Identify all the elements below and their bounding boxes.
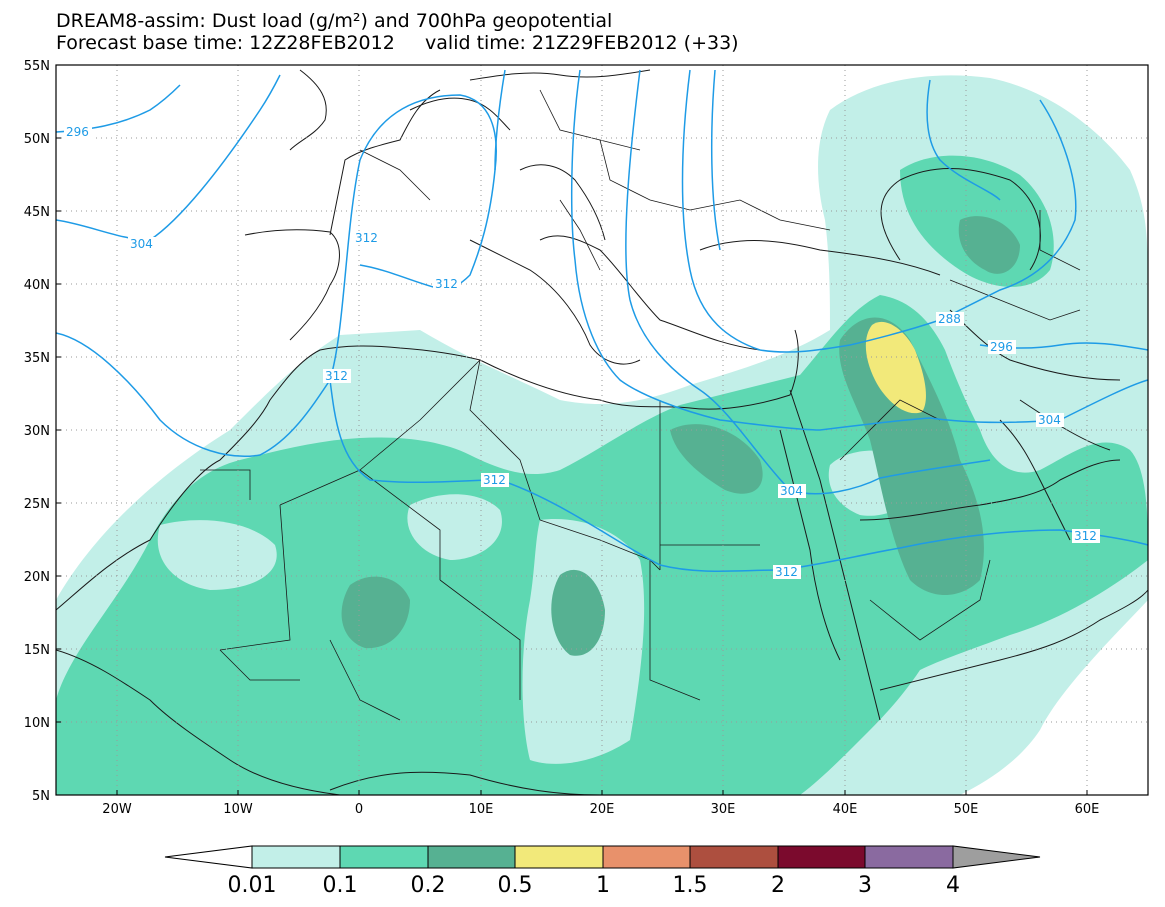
lon-label: 10E	[469, 802, 494, 817]
lat-label: 50N	[24, 132, 50, 147]
dust-field-dense	[341, 216, 1020, 656]
colorbar-tick-label: 0.01	[228, 873, 277, 898]
contour-labels: 296 304 312 312 312 312 288 296 304 304 …	[64, 125, 1100, 579]
colorbar-under-arrow	[164, 845, 253, 869]
coastlines	[56, 69, 1148, 795]
contour-label: 304	[130, 237, 153, 251]
contour-label: 312	[355, 231, 378, 245]
colorbar-tick-label: 4	[946, 873, 960, 898]
contour-label: 312	[325, 369, 348, 383]
colorbar-tick-label: 2	[771, 873, 785, 898]
lat-label: 20N	[24, 570, 50, 585]
contour-label: 304	[780, 484, 803, 498]
colorbar-tick-label: 1	[596, 873, 610, 898]
lat-label: 55N	[24, 59, 50, 74]
colorbar-segment	[514, 845, 604, 869]
lon-label: 30E	[711, 802, 736, 817]
map-title: DREAM8-assim: Dust load (g/m²) and 700hP…	[56, 10, 613, 32]
colorbar-segment	[602, 845, 691, 869]
map-subtitle: Forecast base time: 12Z28FEB2012 valid t…	[56, 32, 739, 54]
contour-label: 304	[1038, 413, 1061, 427]
colorbar-tick-labels: 0.01 0.1 0.2 0.5 1 1.5 2 3 4	[228, 873, 960, 898]
colorbar-segment	[339, 845, 429, 869]
colorbar-tick-label: 0.5	[498, 873, 533, 898]
lat-label: 25N	[24, 497, 50, 512]
colorbar	[164, 845, 1041, 869]
political-borders	[200, 89, 1081, 721]
lat-label: 45N	[24, 205, 50, 220]
colorbar-segment	[864, 845, 954, 869]
geopotential-contours	[56, 69, 1148, 572]
map-area: 296 304 312 312 312 312 288 296 304 304 …	[56, 65, 1148, 795]
lon-label: 10W	[223, 802, 253, 817]
lon-label: 20W	[102, 802, 132, 817]
colorbar-segment	[777, 845, 866, 869]
colorbar-tick-label: 1.5	[673, 873, 708, 898]
lat-label: 15N	[24, 643, 50, 658]
lat-label: 30N	[24, 424, 50, 439]
colorbar-tick-label: 0.1	[323, 873, 358, 898]
colorbar-over-arrow	[952, 845, 1041, 869]
lon-label: 50E	[954, 802, 979, 817]
colorbar-segment	[251, 845, 341, 869]
contour-label: 312	[775, 565, 798, 579]
lon-label: 60E	[1075, 802, 1100, 817]
lon-label: 0	[355, 802, 363, 817]
contour-label: 312	[435, 277, 458, 291]
longitude-labels: 20W 10W 0 10E 20E 30E 40E 50E 60E	[102, 802, 1099, 817]
colorbar-tick-label: 3	[858, 873, 872, 898]
contour-label: 288	[938, 312, 961, 326]
contour-label: 312	[483, 473, 506, 487]
contour-label: 296	[66, 125, 89, 139]
latitude-labels: 55N 50N 45N 40N 35N 30N 25N 20N 15N 10N …	[24, 59, 50, 804]
tick-marks	[56, 64, 1088, 796]
colorbar-segment	[689, 845, 779, 869]
dust-field-high	[865, 321, 926, 414]
lat-label: 40N	[24, 278, 50, 293]
lon-label: 20E	[590, 802, 615, 817]
lat-label: 10N	[24, 716, 50, 731]
lon-label: 40E	[833, 802, 858, 817]
colorbar-tick-label: 0.2	[411, 873, 446, 898]
lat-label: 35N	[24, 351, 50, 366]
lat-label: 5N	[32, 789, 50, 804]
colorbar-segment	[427, 845, 516, 869]
contour-label: 312	[1074, 529, 1097, 543]
contour-label: 296	[990, 340, 1013, 354]
